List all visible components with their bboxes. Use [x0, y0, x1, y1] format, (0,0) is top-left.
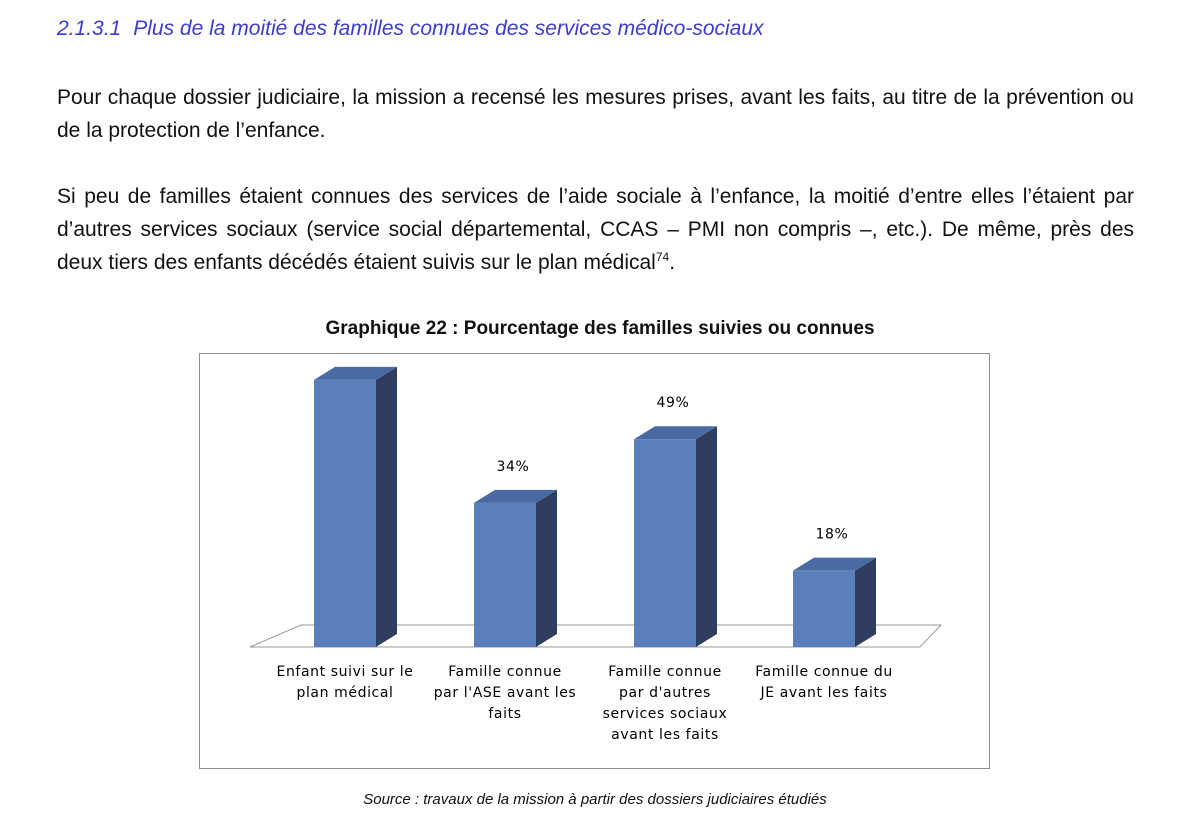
- bar-1: [314, 379, 376, 647]
- section-number: 2.1.3.1: [57, 17, 122, 40]
- bar-top-2: [474, 489, 557, 503]
- source-note: Source : travaux de la mission à partir …: [363, 791, 827, 808]
- bar-top-1: [314, 366, 397, 380]
- bar-top-4: [793, 557, 876, 571]
- value-label-4: 18%: [816, 527, 849, 543]
- bar-3: [634, 439, 696, 647]
- paragraph-1: Pour chaque dossier judiciaire, la missi…: [57, 86, 1134, 142]
- footnote-ref[interactable]: 74: [655, 250, 670, 264]
- paragraph-2: Si peu de familles étaient connues des s…: [57, 180, 1134, 279]
- bar-side-2: [536, 489, 557, 647]
- chart-title: Graphique 22 : Pourcentage des familles …: [325, 318, 875, 339]
- bar-side-4: [855, 557, 876, 647]
- bar-side-1: [376, 366, 397, 647]
- category-label-4: Famille connue du JE avant les faits: [755, 664, 893, 701]
- bar-4: [793, 570, 855, 647]
- paragraph-2-end: .: [669, 251, 676, 274]
- chart-plot: 63%34%49%18%: [249, 366, 943, 648]
- category-label-2: Famille connue par l'ASE avant les faits: [433, 664, 577, 722]
- section-heading: 2.1.3.1 Plus de la moitié des familles co…: [57, 17, 764, 41]
- value-label-3: 49%: [657, 395, 690, 411]
- category-label-3: Famille connue par d'autres services socia…: [602, 664, 728, 743]
- category-label-1: Enfant suivi sur le plan médical: [276, 664, 414, 701]
- value-label-2: 34%: [497, 459, 530, 475]
- chart-floor: [249, 624, 943, 648]
- bar-side-3: [696, 426, 717, 647]
- bar-top-3: [634, 426, 717, 440]
- section-title: Plus de la moitié des familles connues d…: [133, 17, 764, 40]
- paragraph-2-text: Si peu de familles étaient connues des s…: [57, 185, 1134, 274]
- bar-2: [474, 502, 536, 647]
